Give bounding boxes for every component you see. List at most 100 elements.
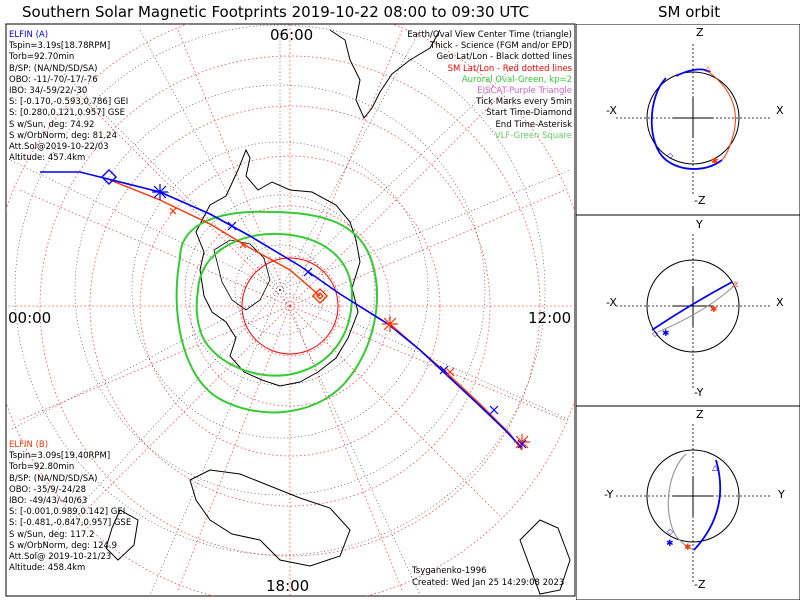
- map-frame: [5, 23, 576, 597]
- figure-title: Southern Solar Magnetic Footprints 2019-…: [22, 3, 530, 21]
- elfin-a-end-asterisk: [517, 439, 527, 449]
- elfin-b-info-line: S w/Sun, deg: 117.2: [9, 529, 95, 540]
- elfin-b-footprint-track: [109, 179, 321, 297]
- orbit3-left-label: -Y: [604, 488, 614, 501]
- orbit1-left-label: -X: [606, 104, 617, 117]
- orbit3-bottom-label: -Z: [694, 578, 706, 591]
- orbit-a-xz: [650, 77, 723, 170]
- elfin-a-info-line: S w/OrbNorm, deg: 81.24: [9, 130, 118, 141]
- elfin-a-info-line: S: [0.280,0.121,0.957] GSE: [9, 108, 126, 119]
- australia-coastline: [189, 469, 351, 567]
- orbit-panel-xz: ◇ ✱ △: [616, 44, 770, 196]
- legend-item: End Time-Asterisk: [495, 119, 572, 130]
- elfin-a-footprint-track: [40, 171, 523, 449]
- orbit3-right-label: Y: [778, 488, 785, 501]
- elfin-b-info-line: Tspin=3.09s[19.40RPM]: [9, 451, 111, 462]
- elfin-b-info-line: IBO: -49/43/-40/63: [9, 496, 88, 507]
- legend-item: Tick Marks every 5min: [476, 97, 572, 108]
- elfin-b-science-track: [389, 323, 523, 451]
- antarctica-coastline: [195, 148, 361, 387]
- elfin-a-info-line: B/SP: (NA/ND/SD/SA): [9, 63, 98, 74]
- orbit1-top-label: Z: [696, 26, 704, 39]
- sm-orbit-panels: ◇ ✱ △ ◇ ✱ ✱ △ ◇ ✱: [576, 24, 800, 600]
- mlt-label-left: 00:00: [8, 309, 52, 327]
- sm-longitude-lines: [6, 24, 575, 596]
- elfin-b-info-line: B/SP: (NA/ND/SD/SA): [9, 473, 98, 484]
- elfin-b-tick-marks: [169, 207, 455, 377]
- elfin-b-start-diamond: [311, 287, 329, 305]
- elfin-a-info-line: S w/Sun, deg: 74.92: [9, 119, 95, 130]
- orbit2-bottom-label: -Y: [694, 386, 704, 399]
- orbit-title: SM orbit: [658, 3, 721, 21]
- svg-text:△: △: [712, 463, 719, 472]
- orbit-a-yz: [693, 459, 722, 551]
- legend-item: EISCAT-Purple Triangle: [477, 86, 572, 97]
- legend-item: VLF-Green Square: [494, 130, 572, 141]
- legend-item: Thick - Science (FGM and/or EPD): [429, 41, 572, 52]
- elfin-a-info-line: OBO: -11/-70/-17/-76: [9, 74, 98, 85]
- elfin-a-lines: Tspin=3.19s[18.78RPM] Torb=92.70min B/SP: …: [9, 41, 128, 164]
- elfin-b-info: ELFIN (B) Tspin=3.09s[19.40RPM] Torb=92.8…: [9, 440, 131, 574]
- elfin-b-info-line: S: [-0.481,-0.847,0.957] GSE: [9, 518, 132, 529]
- orbit2-top-label: Y: [696, 218, 703, 231]
- elfin-a-info-line: Altitude: 457.4km: [9, 153, 86, 164]
- orbit1-right-label: X: [776, 104, 784, 117]
- legend-item: Earth/Oval View Center Time (triangle): [407, 30, 572, 40]
- elfin-a-info: ELFIN (A) Tspin=3.19s[18.78RPM] Torb=92.7…: [9, 30, 128, 164]
- elfin-b-info-line: S w/OrbNorm, deg: 124.9: [9, 540, 118, 551]
- sm-polar-cap-circle: [241, 257, 339, 355]
- elfin-end-asterisk: [514, 434, 530, 450]
- elfin-a-info-line: S: [-0.170,-0.593,0.786] GEI: [9, 97, 129, 108]
- elfin-b-info-line: Altitude: 458.4km: [9, 563, 86, 574]
- svg-text:◇: ◇: [652, 329, 659, 338]
- elfin-a-info-line: Att.Sol@2019-10-22/03: [9, 142, 109, 153]
- elfin-b-info-line: OBO: -35/9/-24/28: [9, 484, 87, 495]
- orbit-a-xy: [651, 281, 733, 331]
- elfin-a-start-diamond: [100, 168, 118, 186]
- auroral-oval-outer: [175, 210, 378, 414]
- svg-text:✱: ✱: [710, 305, 718, 315]
- orbit-panel-yz: ◇ ✱ ✱ △: [616, 424, 770, 584]
- model-credit: Tsyganenko-1996: [412, 566, 487, 576]
- mlt-label-right: 12:00: [528, 309, 572, 327]
- svg-text:△: △: [705, 64, 712, 73]
- svg-text:✱: ✱: [711, 157, 719, 167]
- elfin-a-info-line: Tspin=3.19s[18.78RPM]: [9, 41, 111, 52]
- orbit1-bottom-label: -Z: [694, 194, 706, 207]
- orbit-panel-xy: ◇ ✱ ✱ △: [616, 234, 770, 388]
- orbit2-left-label: -X: [606, 296, 617, 309]
- auroral-oval-inner: [195, 232, 354, 377]
- elfin-a-info-line: IBO: 34/-59/22/-30: [9, 86, 88, 97]
- elfin-b-info-line: Att.Sol@ 2019-10-21/23: [9, 552, 112, 563]
- south-america-coastline: [329, 29, 441, 119]
- svg-text:✱: ✱: [662, 329, 670, 339]
- orbit3-top-label: Z: [696, 408, 704, 421]
- svg-text:✱: ✱: [684, 543, 692, 553]
- mlt-label-bottom: 18:00: [266, 577, 310, 595]
- svg-text:✱: ✱: [666, 539, 674, 549]
- legend-item: Geo Lat/Lon - Black dotted lines: [436, 52, 572, 63]
- legend-item: Start Time-Diamond: [486, 108, 572, 119]
- elfin-b-info-line: S: [-0.001,0.989,0.142] GEI: [9, 507, 126, 518]
- elfin-b-info-line: Torb=92.80min: [9, 462, 75, 473]
- mlt-label-top: 06:00: [270, 26, 314, 44]
- geo-longitude-lines: [9, 29, 571, 596]
- legend-item: Auroral Oval-Green, kp=2: [461, 74, 572, 85]
- svg-text:◇: ◇: [667, 527, 674, 536]
- svg-text:△: △: [732, 279, 739, 288]
- legend-item: SM Lat/Lon - Red dotted lines: [447, 63, 572, 74]
- orbit2-right-label: X: [776, 296, 784, 309]
- elfin-b-lines: Tspin=3.09s[19.40RPM] Torb=92.80min B/SP: …: [9, 451, 131, 574]
- elfin-a-tick-marks: [152, 184, 499, 415]
- map-legend: Earth/Oval View Center Time (triangle) Th…: [407, 30, 572, 142]
- elfin-a-info-line: Torb=92.70min: [9, 52, 75, 63]
- created-timestamp: Created: Wed Jan 25 14:29:08 2023: [412, 578, 565, 588]
- africa-coastline: [519, 519, 571, 595]
- svg-text:◇: ◇: [667, 151, 674, 160]
- new-zealand-coastline: [105, 509, 139, 561]
- elfin-a-title: ELFIN (A): [9, 30, 49, 40]
- orbit-b-xz: [705, 69, 736, 161]
- elfin-b-title: ELFIN (B): [9, 440, 49, 450]
